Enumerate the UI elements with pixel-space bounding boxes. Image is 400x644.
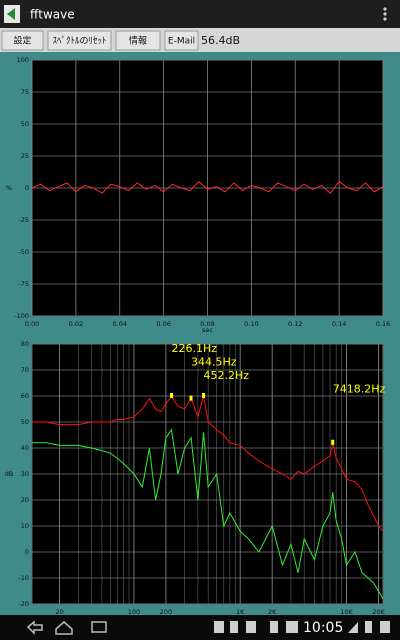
button-label: ｽﾍﾟｸﾄﾙのﾘｾｯﾄ bbox=[52, 36, 106, 47]
series-line bbox=[31, 180, 384, 194]
status-bar bbox=[0, 615, 400, 640]
notification-icons bbox=[214, 621, 298, 633]
x-tick-label: 0.16 bbox=[376, 320, 390, 328]
y-tick-label: -25 bbox=[18, 216, 29, 224]
x-tick-label: 200 bbox=[160, 608, 172, 616]
peak-label: 226.1Hz bbox=[172, 342, 218, 355]
y-tick-label: 10 bbox=[21, 522, 29, 530]
x-tick-label: 0.14 bbox=[332, 320, 346, 328]
x-tick-label: 20K bbox=[372, 608, 385, 616]
info-button[interactable] bbox=[115, 30, 161, 51]
menu-button[interactable] bbox=[383, 7, 387, 21]
x-tick-label: 0.04 bbox=[113, 320, 127, 328]
y-tick-label: -50 bbox=[18, 248, 29, 256]
peak-marker bbox=[331, 439, 335, 445]
peak-label: 7418.2Hz bbox=[333, 383, 386, 396]
y-tick-label: 40 bbox=[21, 444, 29, 452]
system-icons bbox=[348, 621, 390, 633]
y-tick-label: -75 bbox=[18, 280, 29, 288]
x-tick-label: 0.12 bbox=[288, 320, 302, 328]
y-tick-label: -10 bbox=[18, 574, 29, 582]
reset-button[interactable] bbox=[47, 30, 112, 51]
x-tick-label: 0.06 bbox=[156, 320, 170, 328]
y-tick-label: 30 bbox=[21, 470, 29, 478]
app-icon-mark bbox=[7, 8, 15, 20]
y-tick-label: 100 bbox=[17, 56, 29, 64]
button-label: 情報 bbox=[129, 35, 147, 47]
y-tick-label: -20 bbox=[18, 600, 29, 608]
x-tick-label: 0.08 bbox=[200, 320, 214, 328]
button-label: 設定 bbox=[13, 35, 31, 47]
y-tick-label: 0 bbox=[25, 548, 29, 556]
peak-label: 452.2Hz bbox=[204, 369, 250, 382]
y-tick-label: 25 bbox=[21, 152, 29, 160]
home-button[interactable] bbox=[55, 621, 73, 635]
x-tick-label: 20 bbox=[55, 608, 63, 616]
peak-label: 344.5Hz bbox=[191, 356, 237, 369]
x-tick-label: 2K bbox=[268, 608, 277, 616]
peak-marker bbox=[170, 393, 174, 398]
y-tick-label: -100 bbox=[14, 312, 29, 320]
clock: 10:05 bbox=[303, 620, 343, 636]
email-button[interactable] bbox=[164, 30, 199, 51]
y-tick-label: 50 bbox=[21, 418, 29, 426]
x-tick-label: 0.00 bbox=[25, 320, 39, 328]
y-tick-label: 70 bbox=[21, 366, 29, 374]
y-tick-label: 75 bbox=[21, 88, 29, 96]
x-tick-label: 100 bbox=[128, 608, 140, 616]
title-bar bbox=[0, 0, 400, 28]
peak-marker bbox=[189, 395, 193, 401]
x-tick-label: 0.02 bbox=[69, 320, 83, 328]
y-tick-label: 60 bbox=[21, 392, 29, 400]
level-readout: 56.4dB bbox=[201, 34, 240, 47]
button-label: E-Mail bbox=[168, 37, 195, 47]
y-axis-label: dB bbox=[5, 470, 14, 478]
peak-marker bbox=[202, 393, 206, 398]
y-axis-label: % bbox=[6, 184, 12, 192]
x-tick-label: 0.10 bbox=[244, 320, 258, 328]
x-tick-label: 10K bbox=[340, 608, 353, 616]
x-tick-label: 1K bbox=[236, 608, 245, 616]
app-title: fftwave bbox=[30, 8, 75, 22]
x-axis-label: sec bbox=[202, 326, 213, 334]
settings-button[interactable] bbox=[1, 30, 44, 51]
y-tick-label: 80 bbox=[21, 340, 29, 348]
series-line bbox=[32, 428, 384, 600]
series-line bbox=[32, 395, 384, 532]
recent-button[interactable] bbox=[91, 621, 107, 633]
back-button[interactable] bbox=[26, 620, 43, 635]
y-tick-label: 50 bbox=[21, 120, 29, 128]
y-tick-label: 20 bbox=[21, 496, 29, 504]
y-tick-label: 0 bbox=[25, 184, 29, 192]
